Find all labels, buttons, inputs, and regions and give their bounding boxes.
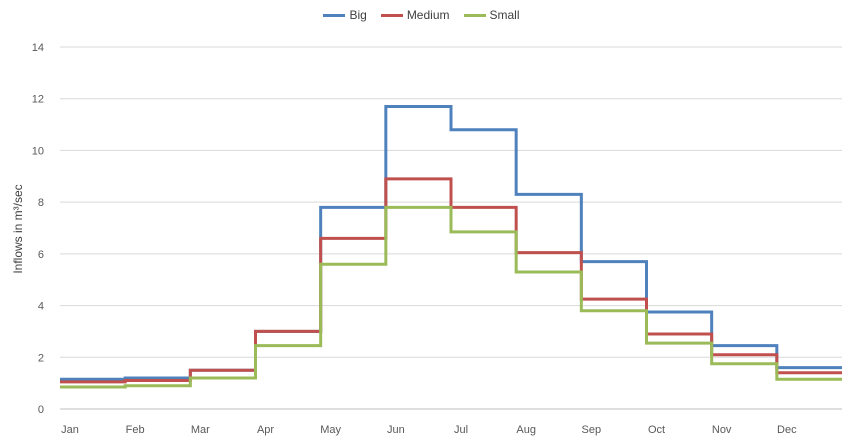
- legend-item-big: Big: [323, 8, 367, 22]
- y-tick-label: 12: [32, 94, 44, 106]
- x-tick-labels: Jan Feb Mar Apr May Jun Jul Aug Sep Oct Nov Dec: [61, 424, 797, 436]
- x-tick-label: Sep: [582, 424, 602, 436]
- y-tick-labels: 0 2 4 6 8 10 12 14: [32, 42, 44, 416]
- x-tick-label: Mar: [191, 424, 210, 436]
- legend-item-small: Small: [463, 8, 520, 22]
- y-tick-label: 14: [32, 42, 44, 54]
- y-tick-label: 4: [38, 301, 44, 313]
- gridlines: [60, 46, 842, 410]
- x-tick-label: Oct: [648, 424, 665, 436]
- legend-label-small: Small: [489, 8, 520, 22]
- series-line-big: [60, 104, 842, 381]
- x-tick-label: Jan: [61, 424, 79, 436]
- legend-swatch-big: [323, 13, 346, 17]
- legend: Big Medium Small: [0, 8, 843, 22]
- series-line-medium: [60, 177, 842, 384]
- x-tick-label: Nov: [712, 424, 732, 436]
- x-tick-label: Feb: [126, 424, 145, 436]
- x-tick-label: Apr: [257, 424, 274, 436]
- series-line-small: [60, 205, 842, 389]
- x-tick-label: Jun: [387, 424, 405, 436]
- y-tick-label: 0: [38, 404, 44, 416]
- legend-item-medium: Medium: [380, 8, 450, 22]
- x-tick-label: Aug: [516, 424, 536, 436]
- legend-label-big: Big: [349, 8, 367, 22]
- legend-label-medium: Medium: [406, 8, 450, 22]
- y-tick-label: 8: [38, 197, 44, 209]
- series-lines: [60, 104, 842, 389]
- x-tick-label: Dec: [777, 424, 797, 436]
- x-tick-label: Jul: [454, 424, 468, 436]
- y-tick-label: 6: [38, 249, 44, 261]
- legend-swatch-medium: [380, 13, 403, 17]
- x-tick-label: May: [320, 424, 341, 436]
- y-tick-label: 10: [32, 145, 44, 157]
- y-tick-label: 2: [38, 352, 44, 364]
- y-axis-label: Inflows in m³/sec: [11, 184, 25, 273]
- legend-swatch-small: [463, 13, 486, 17]
